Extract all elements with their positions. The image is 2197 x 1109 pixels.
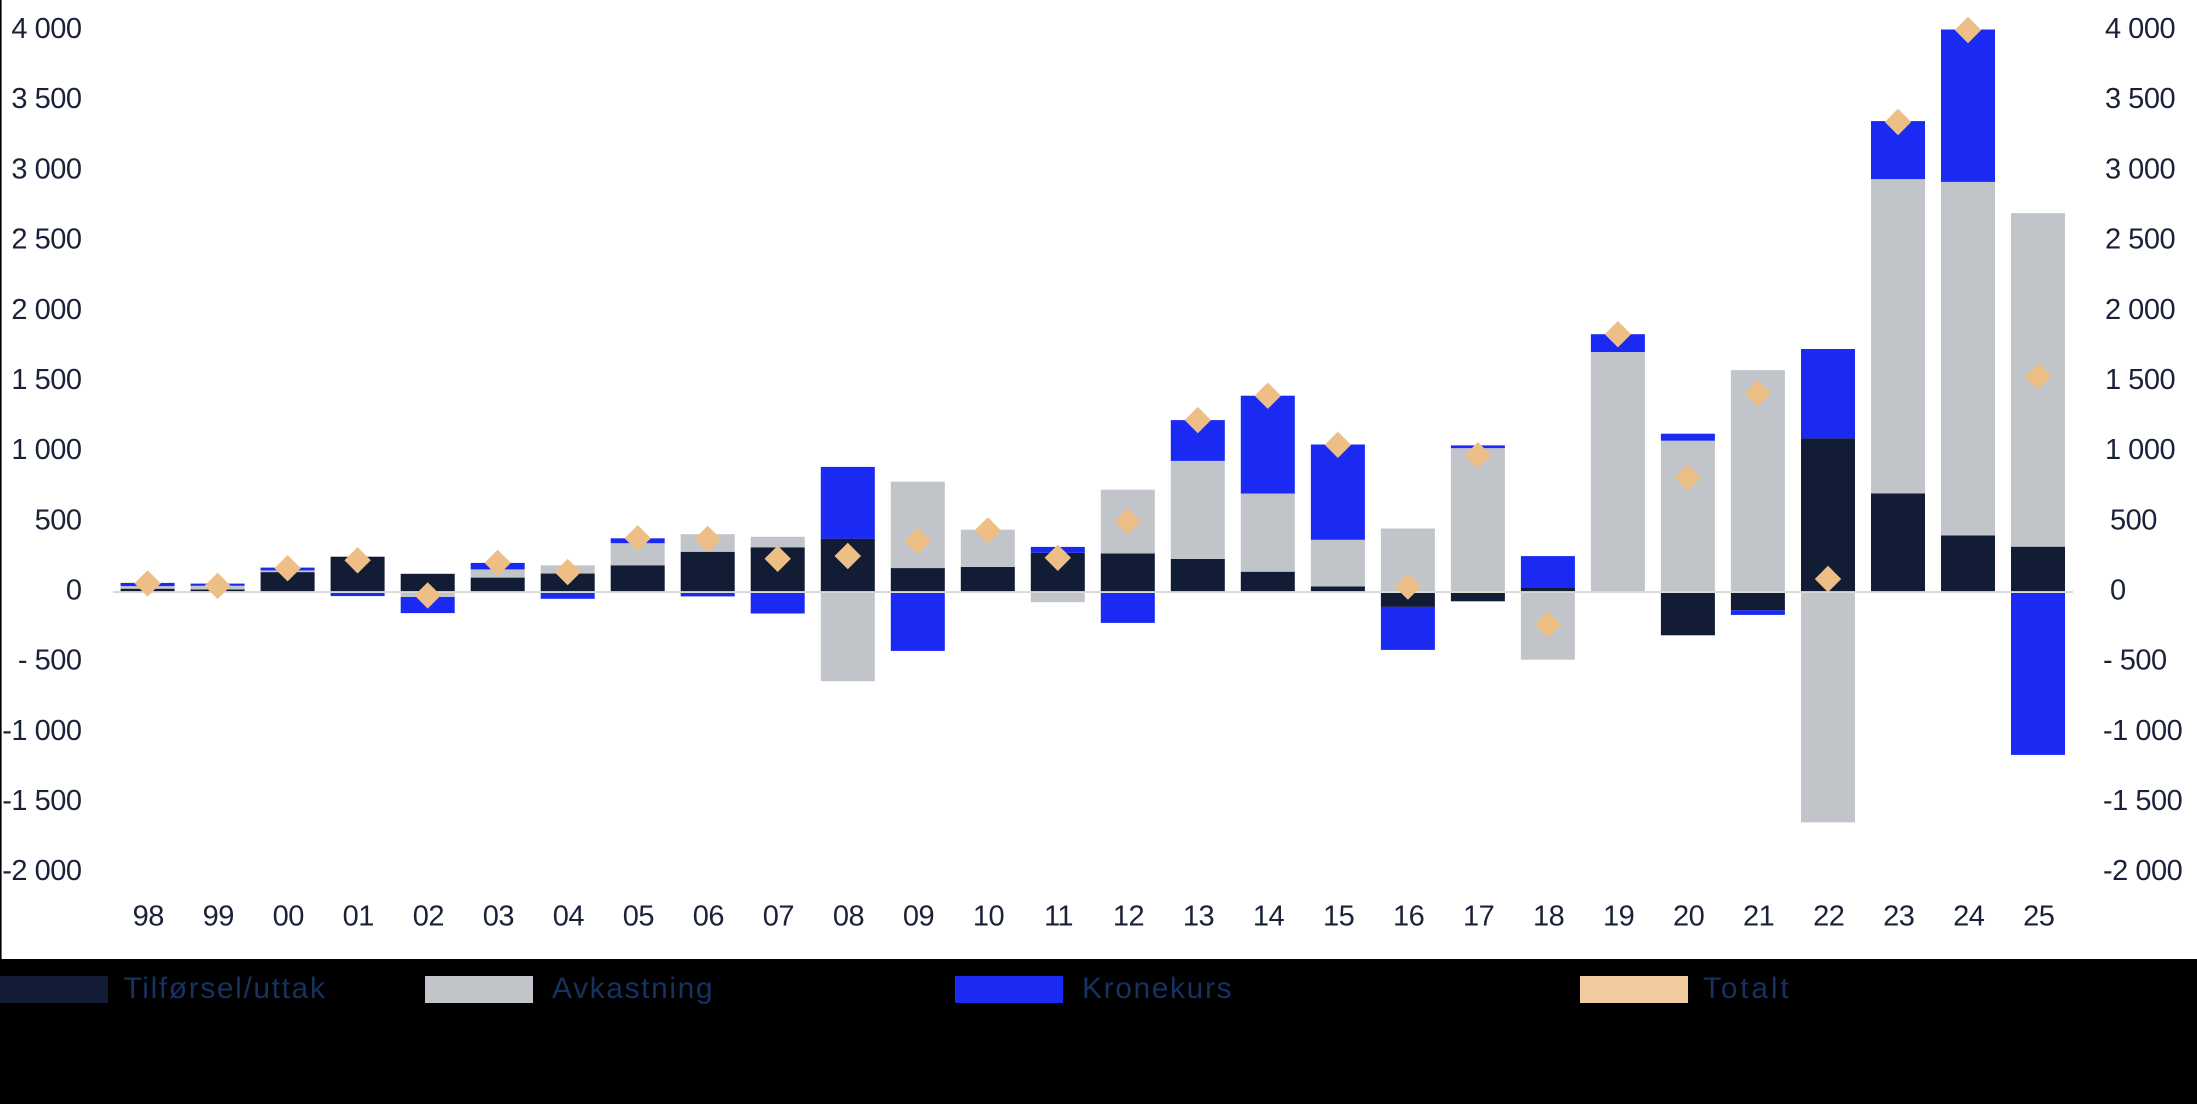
svg-text:500: 500 [2110, 504, 2157, 536]
svg-text:98: 98 [133, 901, 164, 933]
svg-text:- 500: - 500 [2103, 645, 2167, 677]
svg-text:3 500: 3 500 [11, 83, 81, 115]
svg-text:06: 06 [693, 901, 724, 933]
svg-text:22: 22 [1813, 901, 1844, 933]
svg-text:500: 500 [35, 504, 82, 536]
svg-text:-1 000: -1 000 [2, 715, 81, 747]
svg-text:4 000: 4 000 [11, 13, 81, 45]
svg-text:-1 000: -1 000 [2103, 715, 2182, 747]
svg-text:2 500: 2 500 [2105, 224, 2175, 256]
svg-text:0: 0 [2110, 575, 2126, 607]
svg-text:-1 500: -1 500 [2, 785, 81, 817]
svg-text:18: 18 [1533, 901, 1564, 933]
svg-text:4 000: 4 000 [2105, 13, 2175, 45]
svg-text:24: 24 [1953, 901, 1985, 933]
svg-text:2 500: 2 500 [11, 224, 81, 256]
svg-text:17: 17 [1463, 901, 1494, 933]
svg-text:25: 25 [2023, 901, 2054, 933]
svg-text:-2 000: -2 000 [2103, 855, 2182, 887]
svg-text:23: 23 [1883, 901, 1914, 933]
svg-text:Totalt: Totalt [1703, 972, 1792, 1005]
svg-text:1 500: 1 500 [2105, 364, 2175, 396]
svg-text:05: 05 [623, 901, 654, 933]
svg-text:08: 08 [833, 901, 864, 933]
svg-text:2 000: 2 000 [11, 294, 81, 326]
svg-text:09: 09 [903, 901, 934, 933]
svg-text:-2 000: -2 000 [2, 855, 81, 887]
svg-text:99: 99 [203, 901, 234, 933]
svg-text:Tilførsel/uttak: Tilførsel/uttak [124, 972, 327, 1005]
svg-text:21: 21 [1743, 901, 1774, 933]
svg-text:19: 19 [1603, 901, 1634, 933]
svg-text:-1 500: -1 500 [2103, 785, 2182, 817]
svg-text:Avkastning: Avkastning [552, 972, 714, 1005]
svg-text:11: 11 [1044, 901, 1073, 933]
svg-text:1 000: 1 000 [11, 434, 81, 466]
svg-text:10: 10 [973, 901, 1004, 933]
svg-text:14: 14 [1253, 901, 1285, 933]
svg-text:2 000: 2 000 [2105, 294, 2175, 326]
svg-text:Kronekurs: Kronekurs [1082, 972, 1233, 1005]
svg-text:3 000: 3 000 [2105, 153, 2175, 185]
svg-text:1 000: 1 000 [2105, 434, 2175, 466]
svg-text:16: 16 [1393, 901, 1424, 933]
svg-text:07: 07 [763, 901, 794, 933]
svg-text:13: 13 [1183, 901, 1214, 933]
svg-text:04: 04 [553, 901, 585, 933]
svg-text:03: 03 [483, 901, 514, 933]
svg-text:01: 01 [343, 901, 374, 933]
svg-text:02: 02 [413, 901, 444, 933]
svg-text:0: 0 [66, 575, 82, 607]
svg-text:1 500: 1 500 [11, 364, 81, 396]
svg-text:00: 00 [273, 901, 304, 933]
svg-text:12: 12 [1113, 901, 1144, 933]
svg-text:15: 15 [1323, 901, 1354, 933]
svg-text:3 000: 3 000 [11, 153, 81, 185]
svg-text:- 500: - 500 [18, 645, 82, 677]
svg-text:3 500: 3 500 [2105, 83, 2175, 115]
svg-text:20: 20 [1673, 901, 1704, 933]
